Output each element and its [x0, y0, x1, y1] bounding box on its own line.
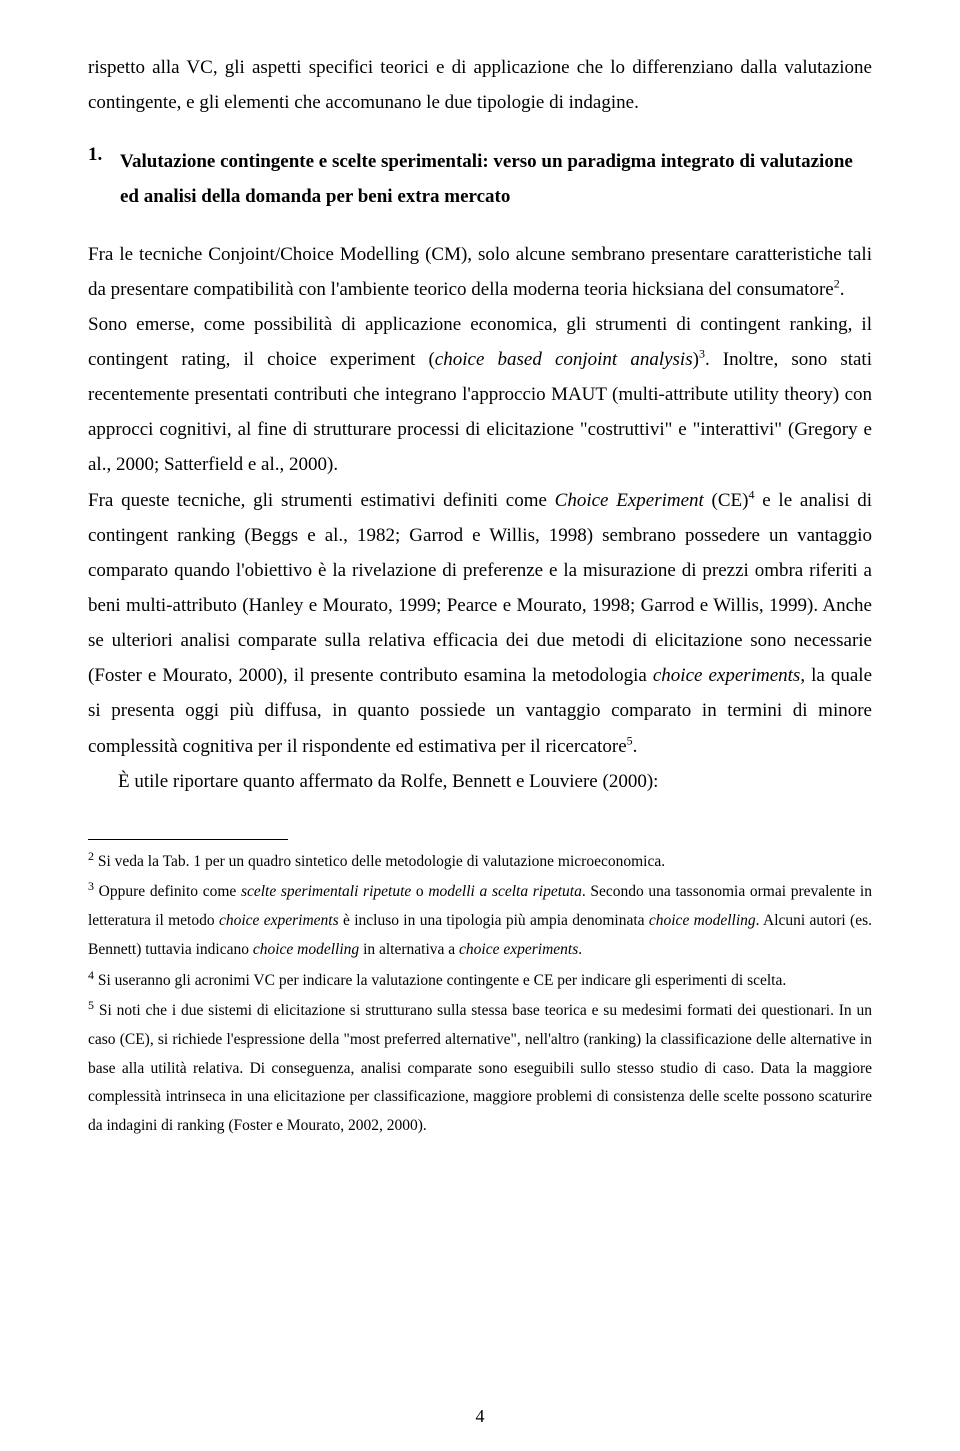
- italic-term: choice experiments: [653, 665, 800, 686]
- italic-term: choice modelling: [253, 941, 359, 958]
- footnote-text: Si useranno gli acronimi VC per indicare…: [94, 972, 786, 989]
- italic-term: Choice Experiment: [555, 490, 704, 511]
- body-paragraph-4: È utile riportare quanto affermato da Ro…: [88, 764, 872, 799]
- footnote-text: in alternativa a: [359, 941, 459, 958]
- footnote-text: .: [578, 941, 582, 958]
- text-run: .: [633, 736, 638, 757]
- page-number: 4: [0, 1406, 960, 1427]
- page: rispetto alla VC, gli aspetti specifici …: [0, 0, 960, 1451]
- text-run: Fra le tecniche Conjoint/Choice Modellin…: [88, 244, 872, 300]
- footnote-2: 2 Si veda la Tab. 1 per un quadro sintet…: [88, 848, 872, 877]
- italic-term: choice experiments: [219, 912, 339, 929]
- text-run: e le analisi di contingent ranking (Begg…: [88, 490, 872, 687]
- italic-term: choice experiments: [459, 941, 578, 958]
- text-run: Fra queste tecniche, gli strumenti estim…: [88, 490, 555, 511]
- italic-term: modelli a scelta ripetuta: [428, 883, 581, 900]
- footnote-separator: [88, 839, 288, 840]
- italic-term: choice modelling: [649, 912, 756, 929]
- footnote-text: Si noti che i due sistemi di elicitazion…: [88, 1002, 872, 1134]
- body-paragraph-3: Fra queste tecniche, gli strumenti estim…: [88, 483, 872, 764]
- intro-paragraph: rispetto alla VC, gli aspetti specifici …: [88, 50, 872, 120]
- section-heading: 1. Valutazione contingente e scelte sper…: [88, 144, 872, 214]
- footnote-4: 4 Si useranno gli acronimi VC per indica…: [88, 967, 872, 996]
- heading-number: 1.: [88, 144, 116, 166]
- footnote-3: 3 Oppure definito come scelte sperimenta…: [88, 878, 872, 964]
- body-paragraph-1: Fra le tecniche Conjoint/Choice Modellin…: [88, 237, 872, 307]
- heading-title: Valutazione contingente e scelte sperime…: [120, 144, 860, 214]
- text-run: .: [840, 279, 845, 300]
- footnote-text: è incluso in una tipologia più ampia den…: [339, 912, 649, 929]
- footnote-text: Oppure definito come: [94, 883, 241, 900]
- footnote-text: o: [411, 883, 428, 900]
- text-run: (CE): [704, 490, 749, 511]
- footnote-text: Si veda la Tab. 1 per un quadro sintetic…: [94, 853, 665, 870]
- italic-term: choice based conjoint analysis: [435, 349, 693, 370]
- footnote-5: 5 Si noti che i due sistemi di elicitazi…: [88, 997, 872, 1140]
- body-paragraph-2: Sono emerse, come possibilità di applica…: [88, 307, 872, 483]
- italic-term: scelte sperimentali ripetute: [241, 883, 411, 900]
